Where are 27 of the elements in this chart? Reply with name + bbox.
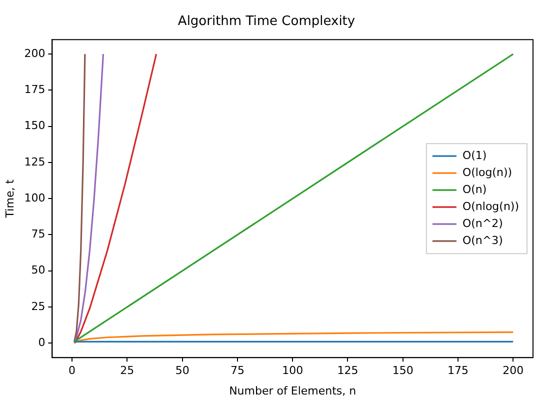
x-tick-label: 50: [175, 364, 190, 378]
y-axis-title: Time, t: [3, 178, 16, 219]
y-tick-label: 175: [24, 83, 46, 96]
y-tick-label: 200: [24, 46, 46, 60]
y-tick-label: 75: [31, 228, 46, 241]
legend-label: O(1): [462, 148, 487, 162]
y-tick-label: 125: [24, 155, 46, 168]
y-tick-label: 100: [24, 191, 46, 204]
legend-label: O(nlog(n)): [462, 200, 520, 213]
x-tick-label: 125: [337, 364, 358, 378]
y-tick-label: 25: [31, 300, 46, 313]
chart-title: Algorithm Time Complexity: [178, 14, 356, 30]
x-tick-label: 100: [282, 364, 304, 378]
legend-label: O(n^3): [462, 234, 503, 247]
y-tick-label: 150: [24, 119, 46, 132]
legend-label: O(log(n)): [462, 166, 512, 179]
y-tick-label: 0: [38, 336, 46, 350]
x-tick-label: 0: [68, 364, 76, 378]
x-tick-label: 200: [502, 364, 524, 378]
x-axis-title: Number of Elements, n: [229, 384, 356, 398]
x-tick-label: 75: [230, 364, 244, 378]
x-tick-label: 150: [392, 364, 414, 378]
x-tick-label: 175: [448, 364, 469, 378]
x-tick-label: 25: [120, 364, 134, 378]
legend-label: O(n): [462, 182, 487, 196]
legend-label: O(n^2): [462, 216, 503, 230]
y-tick-label: 50: [31, 264, 46, 277]
